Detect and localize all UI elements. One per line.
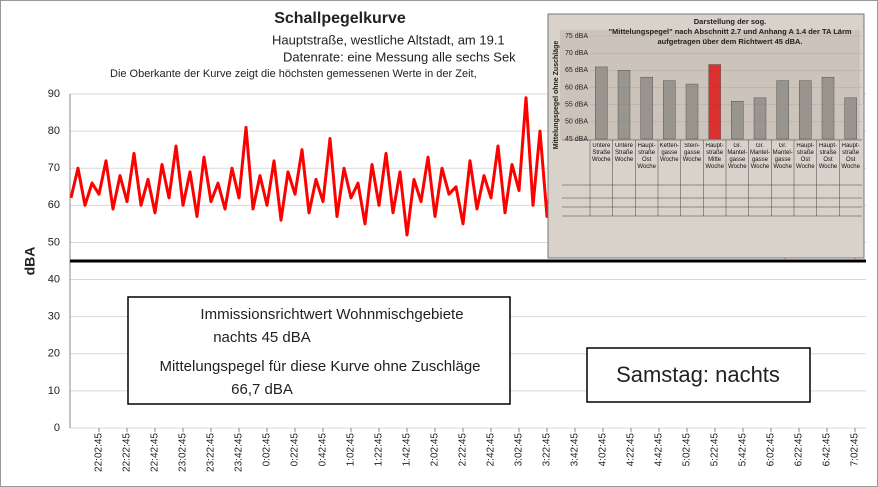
x-tick-label: 22:42:45 [150,433,161,472]
y-tick-label: 0 [54,422,60,434]
x-tick-label: 5:02:45 [682,433,693,467]
x-tick-label: 0:02:45 [262,433,273,467]
inset-category-label: Untere Straße Woche [614,143,634,163]
y-tick-label: 90 [48,88,60,100]
inset-bar [617,70,631,140]
inset-category-label: Haupt-straße Ost Woche [841,143,860,170]
inset-bar [844,97,857,140]
inset-bar [799,80,812,140]
y-tick-label: 80 [48,125,60,137]
subtitle: Hauptstraße, westliche Altstadt, am 19.1 [272,32,505,47]
x-tick-label: 6:02:45 [766,433,777,467]
inset-y-tick-label: 55 dBA [565,102,588,109]
y-tick-label: 10 [48,385,60,397]
inset-y-tick-label: 75 dBA [565,33,588,40]
annotation-text: 66,7 dBA [231,381,293,398]
inset-bar [708,64,721,140]
inset-y-tick-label: 70 dBA [565,50,588,57]
inset-bar [821,76,835,140]
inset-title: aufgetragen über dem Richtwert 45 dBA. [657,37,802,46]
x-tick-label: 6:22:45 [794,433,805,467]
annotation-box [586,347,811,403]
x-tick-label: 22:02:45 [94,433,105,472]
inset-category-label: Haupt-straße Mitte Woche [705,143,724,170]
inset-category-label: Gr. Mantel-gasse Woche [727,143,748,170]
inset-category-label: Stein-gasse Woche [682,143,702,163]
inset-y-tick-label: 50 dBA [565,119,588,126]
y-tick-label: 70 [48,162,60,174]
x-tick-label: 4:22:45 [626,433,637,467]
inset-title: "Mittelungspegel" nach Abschnitt 2.7 und… [608,27,851,36]
x-tick-label: 4:02:45 [598,433,609,467]
x-tick-label: 0:22:45 [290,433,301,467]
inset-y-axis-label: Mittelungspegel ohne Zuschläge [553,41,560,150]
x-tick-label: 2:42:45 [486,433,497,467]
y-tick-label: 60 [48,199,60,211]
y-tick-label: 40 [48,273,60,285]
annotation-text: Immissionsrichtwert Wohnmischgebiete [200,306,463,323]
x-tick-label: 23:42:45 [234,433,245,472]
inset-category-label: Haupt-straße Ost Woche [796,143,815,170]
chart-title: Schallpegelkurve [274,10,406,27]
y-tick-label: 30 [48,311,60,323]
inset-title: Darstellung der sog. [694,17,767,26]
x-tick-label: 7:02:45 [850,433,861,467]
inset-bar [753,97,767,140]
y-tick-label: 20 [48,348,60,360]
x-tick-label: 3:42:45 [570,433,581,467]
x-tick-label: 23:02:45 [178,433,189,472]
x-tick-label: 0:42:45 [318,433,329,467]
annotation-text: Mittelungspegel für diese Kurve ohne Zus… [159,358,480,375]
inset-bar [640,76,653,140]
annotation-box [127,296,511,405]
x-tick-label: 5:42:45 [738,433,749,467]
x-tick-label: 3:02:45 [514,433,525,467]
y-axis-label: dBA [22,247,38,276]
x-tick-label: 3:22:45 [542,433,553,467]
inset-category-label: Haupt-straße Ost Woche [818,143,838,170]
x-tick-label: 1:22:45 [374,433,385,467]
x-tick-label: 5:22:45 [710,433,721,467]
x-tick-label: 22:22:45 [122,433,133,472]
subtitle: Die Oberkante der Kurve zeigt die höchst… [110,68,477,80]
inset-y-tick-label: 45 dBA [565,136,588,143]
inset-category-label: Gr. Mantel-gasse Woche [772,143,793,170]
x-tick-label: 4:42:45 [654,433,665,467]
x-tick-label: 6:42:45 [822,433,833,467]
x-tick-label: 2:02:45 [430,433,441,467]
annotation-text: nachts 45 dBA [213,329,311,346]
inset-bar [731,100,744,140]
inset-bar [776,80,789,140]
inset-bar [663,80,676,140]
inset-y-tick-label: 60 dBA [565,84,588,91]
x-tick-label: 1:42:45 [402,433,413,467]
inset-bar [685,83,699,140]
inset-category-label: Gr. Mantel-gasse Woche [749,143,770,170]
inset-category-label: Ketten-gasse Woche [659,143,679,163]
inset-y-tick-label: 65 dBA [565,67,588,74]
x-tick-label: 23:22:45 [206,433,217,472]
annotation-text: Samstag: nachts [616,362,780,387]
inset-bar [595,66,608,140]
inset-category-label: Untere Straße Woche [592,143,611,163]
subtitle: Datenrate: eine Messung alle sechs Sek [283,49,516,64]
x-tick-label: 2:22:45 [458,433,469,467]
inset-category-label: Haupt-straße Ost Woche [637,143,656,170]
x-tick-label: 1:02:45 [346,433,357,467]
y-tick-label: 50 [48,236,60,248]
